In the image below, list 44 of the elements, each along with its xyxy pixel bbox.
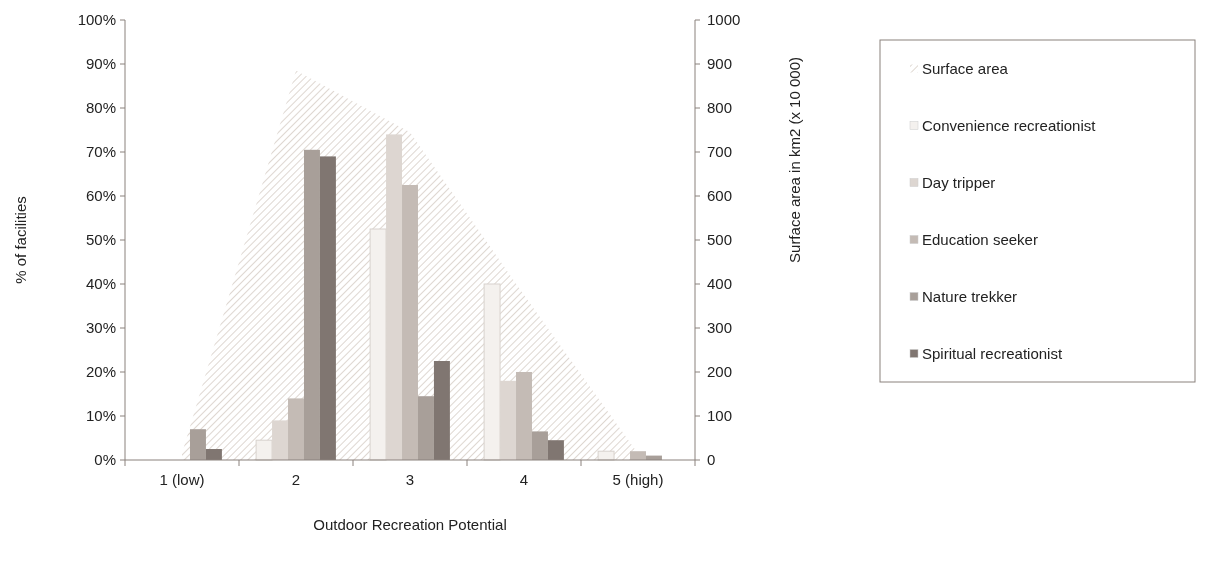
- legend-label: Spiritual recreationist: [922, 344, 1063, 362]
- x-tick-label: 3: [405, 471, 415, 488]
- y-axis-title: % of facilities: [12, 196, 29, 284]
- y2-tick-label: 800: [707, 99, 733, 117]
- y-tick-label: 30%: [85, 319, 116, 337]
- y-tick-label: 50%: [85, 231, 116, 249]
- y2-tick-label: 1000: [707, 11, 741, 29]
- y2-axis-title: Surface area in km2 (x 10 000): [786, 57, 803, 263]
- y2-tick-label: 100: [707, 407, 733, 425]
- y2-tick-label: 0: [707, 451, 716, 469]
- y2-tick-label: 600: [707, 187, 733, 205]
- y2-tick-label: 200: [707, 363, 733, 381]
- bar: [531, 431, 548, 460]
- y2-tick-label: 900: [707, 55, 733, 73]
- x-tick-label: 5 (high): [612, 471, 664, 488]
- y2-tick-label: 700: [707, 143, 733, 161]
- legend-label: Convenience recreationist: [922, 116, 1097, 134]
- y-tick-label: 100%: [77, 11, 116, 29]
- y2-tick-label: 400: [707, 275, 733, 293]
- legend-label: Surface area: [922, 59, 1009, 77]
- bar: [402, 185, 418, 460]
- legend-label: Nature trekker: [922, 287, 1018, 305]
- y-tick-label: 20%: [85, 363, 116, 381]
- x-tick-label: 4: [519, 471, 529, 488]
- x-tick-label: 2: [291, 471, 301, 488]
- y2-tick-label: 300: [707, 319, 733, 337]
- y-tick-label: 10%: [85, 407, 116, 425]
- legend-label: Day tripper: [922, 173, 996, 191]
- y-tick-label: 40%: [85, 275, 116, 293]
- bar: [630, 451, 646, 460]
- y-tick-label: 60%: [85, 187, 116, 205]
- bar: [516, 372, 532, 460]
- legend-label: Education seeker: [922, 230, 1038, 248]
- bar: [288, 398, 304, 460]
- y-tick-label: 80%: [85, 99, 116, 117]
- x-tick-label: 1 (low): [159, 471, 205, 488]
- bar: [303, 149, 320, 460]
- y-tick-label: 70%: [85, 143, 116, 161]
- x-axis-title: Outdoor Recreation Potential: [313, 516, 507, 533]
- bar: [417, 396, 434, 460]
- bar: [189, 429, 206, 460]
- y2-tick-label: 500: [707, 231, 733, 249]
- y-tick-label: 0%: [94, 451, 116, 469]
- y-tick-label: 90%: [85, 55, 116, 73]
